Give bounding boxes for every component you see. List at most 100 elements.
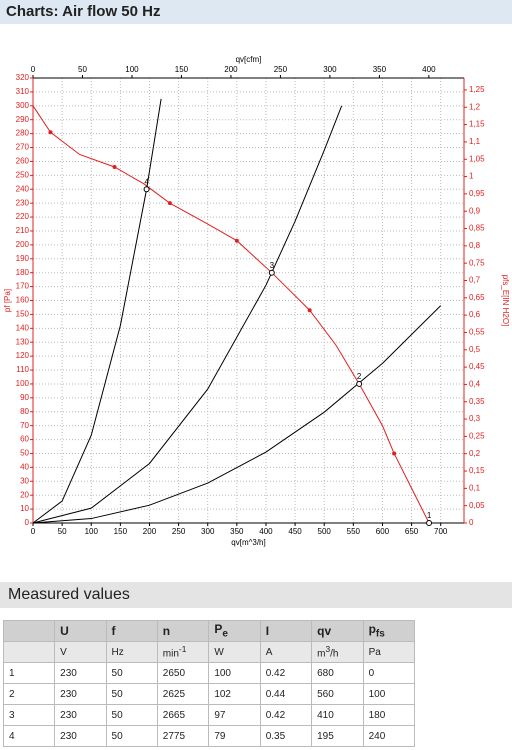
cell-text: A <box>265 646 273 658</box>
x-tick-label: 150 <box>114 527 128 536</box>
x-tick-label: 100 <box>85 527 99 536</box>
data-cell: 0.42 <box>259 662 313 684</box>
data-cell: 560 <box>311 683 364 705</box>
y2-tick-label: 0,55 <box>469 328 485 337</box>
point-label: 2 <box>357 372 362 381</box>
x2-tick-label: 100 <box>125 65 139 74</box>
y2-tick-label: 0,5 <box>469 345 481 354</box>
x2-tick-label: 50 <box>78 65 87 74</box>
y2-tick-label: 0,85 <box>469 224 485 233</box>
y2-tick-label: 0,4 <box>469 380 481 389</box>
unit-cell: W <box>208 641 261 663</box>
y-tick-label: 200 <box>16 240 30 249</box>
x-tick-label: 700 <box>434 527 448 536</box>
y-tick-label: 0 <box>25 518 30 527</box>
y2-tick-label: 0,15 <box>469 466 485 475</box>
y-tick-label: 210 <box>16 226 30 235</box>
table-row: 4 230 50 2775 79 0.35 195 240 <box>2 725 416 747</box>
unit-cell: A <box>259 641 313 663</box>
header-cell: I <box>259 620 313 642</box>
data-cell: 230 <box>54 704 107 726</box>
y-tick-label: 310 <box>16 87 30 96</box>
cell-text: W <box>214 646 224 658</box>
unit-cell: m3/h <box>311 641 364 663</box>
y-axis-label: pf [Pa] <box>3 289 12 312</box>
y-tick-label: 190 <box>16 254 30 263</box>
data-cell: 2650 <box>156 662 210 684</box>
cell-text: m <box>317 648 326 660</box>
header-cell <box>2 620 56 642</box>
y2-tick-label: 1,25 <box>469 85 485 94</box>
y-tick-label: 270 <box>16 143 30 152</box>
data-cell: 0.35 <box>259 725 313 747</box>
y2-tick-label: 0,2 <box>469 449 481 458</box>
point-label: 1 <box>427 511 432 520</box>
cell-text: min <box>162 648 179 660</box>
y-tick-label: 40 <box>20 462 29 471</box>
data-cell: 50 <box>105 662 158 684</box>
data-cell: 50 <box>105 725 158 747</box>
y2-tick-label: 0,45 <box>469 362 485 371</box>
y-tick-label: 70 <box>20 421 29 430</box>
unit-cell: min-1 <box>156 641 210 663</box>
y-tick-label: 180 <box>16 268 30 277</box>
cell-text: Hz <box>111 646 124 658</box>
x-tick-label: 650 <box>405 527 419 536</box>
y2-tick-label: 0,8 <box>469 241 481 250</box>
curve-marker <box>48 130 53 135</box>
data-cell: 4 <box>2 725 56 747</box>
y-tick-label: 240 <box>16 184 30 193</box>
data-cell: 97 <box>208 704 261 726</box>
chart: 0 50 100 150 200 250 300 350 400 450 500 550 600 650 7… <box>3 55 510 547</box>
x2-tick-label: 350 <box>373 65 387 74</box>
y2-tick-label: 0,6 <box>469 310 481 319</box>
table-row: 3 230 50 2665 97 0.42 410 180 <box>2 704 416 726</box>
x-tick-label: 200 <box>143 527 157 536</box>
unit-cell: Pa <box>362 641 416 663</box>
y2-tick-label: 0,1 <box>469 483 481 492</box>
unit-cell <box>2 641 56 663</box>
y-tick-label: 100 <box>16 379 30 388</box>
y-tick-label: 300 <box>16 101 30 110</box>
y-tick-label: 80 <box>20 407 29 416</box>
data-cell: 0 <box>362 662 416 684</box>
data-cell: 3 <box>2 704 56 726</box>
y-tick-label: 150 <box>16 310 30 319</box>
header-cell: qv <box>311 620 364 642</box>
data-cell: 2665 <box>156 704 210 726</box>
data-cell: 230 <box>54 683 107 705</box>
x-tick-label: 300 <box>201 527 215 536</box>
x-tick-label: 450 <box>288 527 302 536</box>
x2-tick-label: 250 <box>274 65 288 74</box>
cell-text: P <box>214 622 223 637</box>
y-tick-label: 120 <box>16 351 30 360</box>
curve-marker <box>307 308 312 313</box>
x-tick-label: 0 <box>31 527 36 536</box>
curve <box>32 98 162 524</box>
cell-text: p <box>368 622 376 637</box>
cell-text: e <box>222 628 228 640</box>
operating-point <box>143 186 150 193</box>
data-cell: 2625 <box>156 683 210 705</box>
header-cell: f <box>105 620 158 642</box>
header-cell: Pe <box>208 620 261 642</box>
data-cell: 410 <box>311 704 364 726</box>
cell-text: n <box>162 624 171 638</box>
y2-tick-label: 0,25 <box>469 431 485 440</box>
y2-tick-label: 0,95 <box>469 189 485 198</box>
y-tick-label: 10 <box>20 504 29 513</box>
y-tick-label: 320 <box>16 73 30 82</box>
data-cell: 100 <box>362 683 416 705</box>
data-cell: 50 <box>105 704 158 726</box>
x2-tick-label: 400 <box>422 65 436 74</box>
data-cell: 79 <box>208 725 261 747</box>
curve-marker <box>392 451 397 456</box>
curve <box>32 305 442 524</box>
data-cell: 240 <box>362 725 416 747</box>
section-title: Measured values <box>0 582 512 608</box>
header-cell: n <box>156 620 210 642</box>
curve <box>32 105 343 524</box>
